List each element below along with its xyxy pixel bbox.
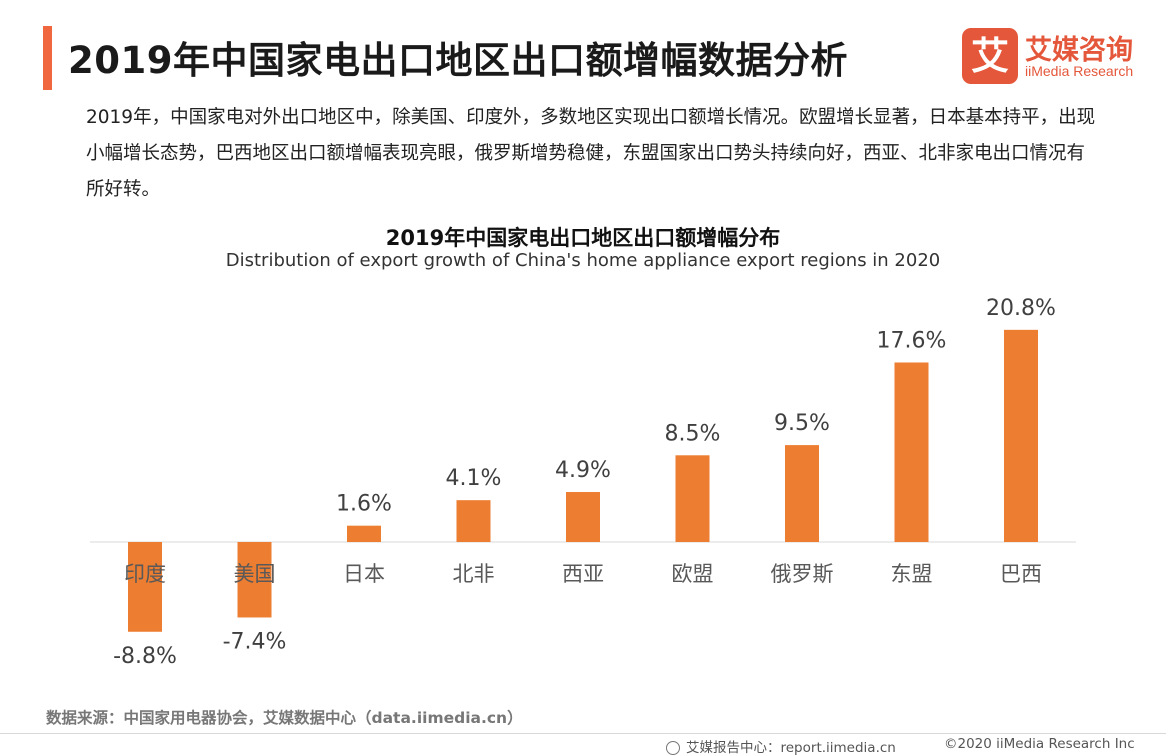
value-label-3: 4.1%	[446, 466, 502, 491]
summary-text: 2019年，中国家电对外出口地区中，除美国、印度外，多数地区实现出口额增长情况。…	[86, 107, 1096, 200]
bar-7	[894, 362, 929, 542]
value-label-4: 4.9%	[555, 458, 611, 483]
category-label-1: 美国	[234, 562, 276, 586]
value-label-2: 1.6%	[336, 492, 392, 517]
footer-copyright: ©2020 iiMedia Research Inc	[944, 736, 1135, 752]
value-label-6: 9.5%	[774, 411, 830, 436]
bar-0	[128, 542, 162, 632]
value-label-0: -8.8%	[113, 644, 177, 669]
value-label-5: 8.5%	[665, 421, 721, 446]
value-label-8: 20.8%	[986, 296, 1056, 321]
category-label-5: 欧盟	[672, 562, 714, 586]
bar-3	[456, 500, 491, 542]
footer-report-center: 艾媒报告中心：report.iimedia.cn	[666, 736, 896, 756]
bar-2	[347, 525, 381, 542]
bar-1	[237, 542, 272, 618]
bar-6	[785, 445, 819, 542]
logo-subtitle: iiMedia Research	[1025, 63, 1134, 79]
category-label-7: 东盟	[891, 562, 933, 586]
brand-logo: 艾 艾媒咨询 iiMedia Research	[962, 28, 1152, 84]
category-label-6: 俄罗斯	[771, 562, 834, 586]
footer-report-center-text: 艾媒报告中心：report.iimedia.cn	[686, 740, 896, 756]
data-source: 数据来源：中国家用电器协会，艾媒数据中心（data.iimedia.cn）	[46, 709, 523, 727]
footer-divider	[0, 733, 1166, 734]
category-label-4: 西亚	[562, 562, 604, 586]
chart-subtitle: Distribution of export growth of China's…	[225, 250, 941, 271]
category-label-2: 日本	[343, 562, 385, 586]
title-accent-bar	[43, 26, 52, 90]
bar-8	[1004, 329, 1038, 542]
category-label-0: 印度	[124, 562, 166, 586]
globe-icon	[666, 741, 680, 755]
bar-5	[675, 455, 710, 542]
logo-name: 艾媒咨询	[1025, 35, 1133, 66]
page-title: 2019年中国家电出口地区出口额增幅数据分析	[68, 39, 848, 82]
value-label-7: 17.6%	[877, 328, 947, 353]
category-label-3: 北非	[453, 562, 495, 586]
category-label-8: 巴西	[1000, 562, 1042, 586]
logo-mark-icon: 艾	[962, 28, 1018, 84]
value-label-1: -7.4%	[223, 629, 287, 654]
bar-4	[566, 492, 600, 542]
chart-title: 2019年中国家电出口地区出口额增幅分布	[385, 226, 781, 250]
